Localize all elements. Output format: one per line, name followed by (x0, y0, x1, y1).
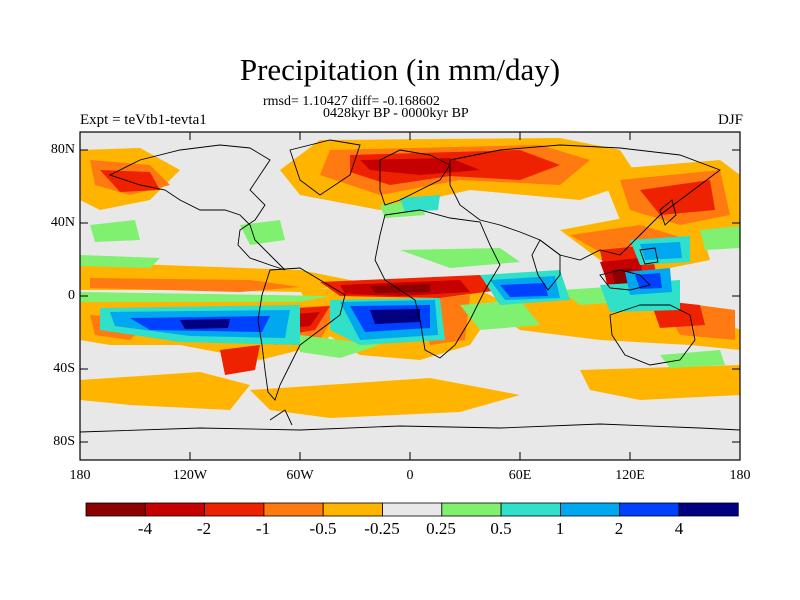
lon-label-180e: 180 (729, 468, 751, 483)
colorbar (85, 502, 739, 517)
map-title: Precipitation (in mm/day) (239, 52, 561, 87)
colorbar-swatch (441, 502, 502, 517)
colorbar-swatch (678, 502, 739, 517)
colorbar-swatch (619, 502, 680, 517)
experiment-label: Expt = teVtb1-tevta1 (80, 112, 207, 128)
colorbar-swatch (382, 502, 443, 517)
colorbar-label: 2 (614, 519, 624, 538)
colorbar-label: -2 (196, 519, 212, 538)
season-label: DJF (717, 112, 743, 128)
lat-label-0: 0 (68, 288, 75, 303)
lon-label-0: 0 (406, 468, 414, 483)
colorbar-label: -1 (255, 519, 271, 538)
lon-label-180w: 180 (69, 468, 91, 483)
lon-label-60e: 60E (508, 468, 532, 483)
lat-label-80s: 80S (53, 434, 75, 449)
precip-field (80, 138, 740, 433)
colorbar-swatch (144, 502, 206, 517)
colorbar-label: -0.5 (309, 519, 337, 538)
stats-line: rmsd= 1.10427 diff= -0.168602 (263, 94, 440, 109)
colorbar-label: 1 (555, 519, 565, 538)
colorbar-label: 0.5 (490, 519, 512, 538)
lat-label-40s: 40S (53, 361, 75, 376)
colorbar-swatch (263, 502, 324, 517)
lat-label-80n: 80N (50, 142, 75, 157)
colorbar-label: 0.25 (426, 519, 456, 538)
colorbar-swatch (204, 502, 265, 517)
lat-ticks (80, 149, 740, 443)
period-line: 0428kyr BP - 0000kyr BP (323, 106, 469, 121)
lon-label-120w: 120W (172, 468, 208, 483)
colorbar-label: -4 (137, 519, 153, 538)
colorbar-swatch (85, 502, 146, 517)
colorbar-swatch (500, 502, 561, 517)
lon-label-60w: 60W (286, 468, 314, 483)
colorbar-label: 4 (674, 519, 684, 538)
coastlines (80, 139, 740, 433)
colorbar-swatch (322, 502, 383, 517)
lat-label-40n: 40N (50, 215, 75, 230)
colorbar-swatch (560, 502, 621, 517)
lon-ticks (79, 132, 741, 460)
colorbar-label: -0.25 (364, 519, 400, 538)
lon-label-120e: 120E (615, 468, 645, 483)
